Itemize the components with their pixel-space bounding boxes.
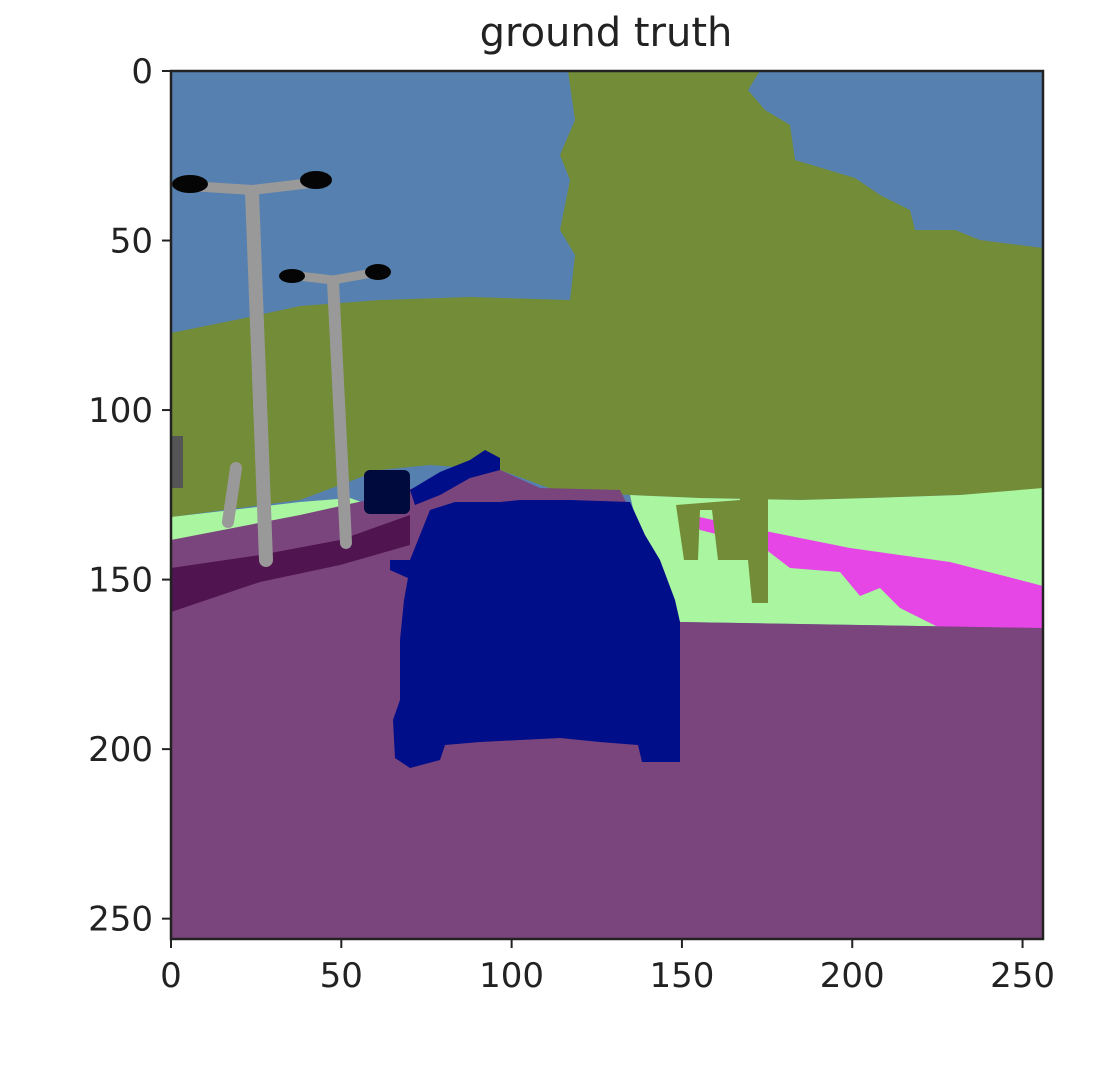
segmentation-image	[171, 71, 1043, 939]
x-tick-label: 0	[160, 956, 182, 996]
truck	[364, 470, 410, 514]
y-axis: 0 50 100 150 200 250	[88, 52, 171, 940]
lamp-heads	[172, 171, 391, 283]
x-tick-label: 150	[649, 956, 714, 996]
region-parking	[690, 515, 1043, 632]
plot-frame	[169, 69, 1045, 941]
x-tick-label: 200	[820, 956, 885, 996]
x-axis: 0 50 100 150 200 250	[160, 939, 1055, 996]
region-wall	[171, 436, 183, 488]
region-vegetation	[171, 71, 1043, 517]
y-tick-label: 100	[88, 391, 153, 431]
y-tick-label: 0	[131, 52, 153, 92]
car	[390, 500, 680, 768]
y-tick-label: 250	[88, 900, 153, 940]
tree-trunks	[676, 495, 768, 603]
x-tick-label: 250	[990, 956, 1055, 996]
x-tick-label: 50	[320, 956, 363, 996]
y-tick-label: 200	[88, 730, 153, 770]
car-distant	[410, 450, 500, 505]
y-tick-label: 50	[110, 222, 153, 262]
chart-title: ground truth	[480, 10, 733, 56]
x-tick-label: 100	[479, 956, 544, 996]
y-tick-label: 150	[88, 561, 153, 601]
